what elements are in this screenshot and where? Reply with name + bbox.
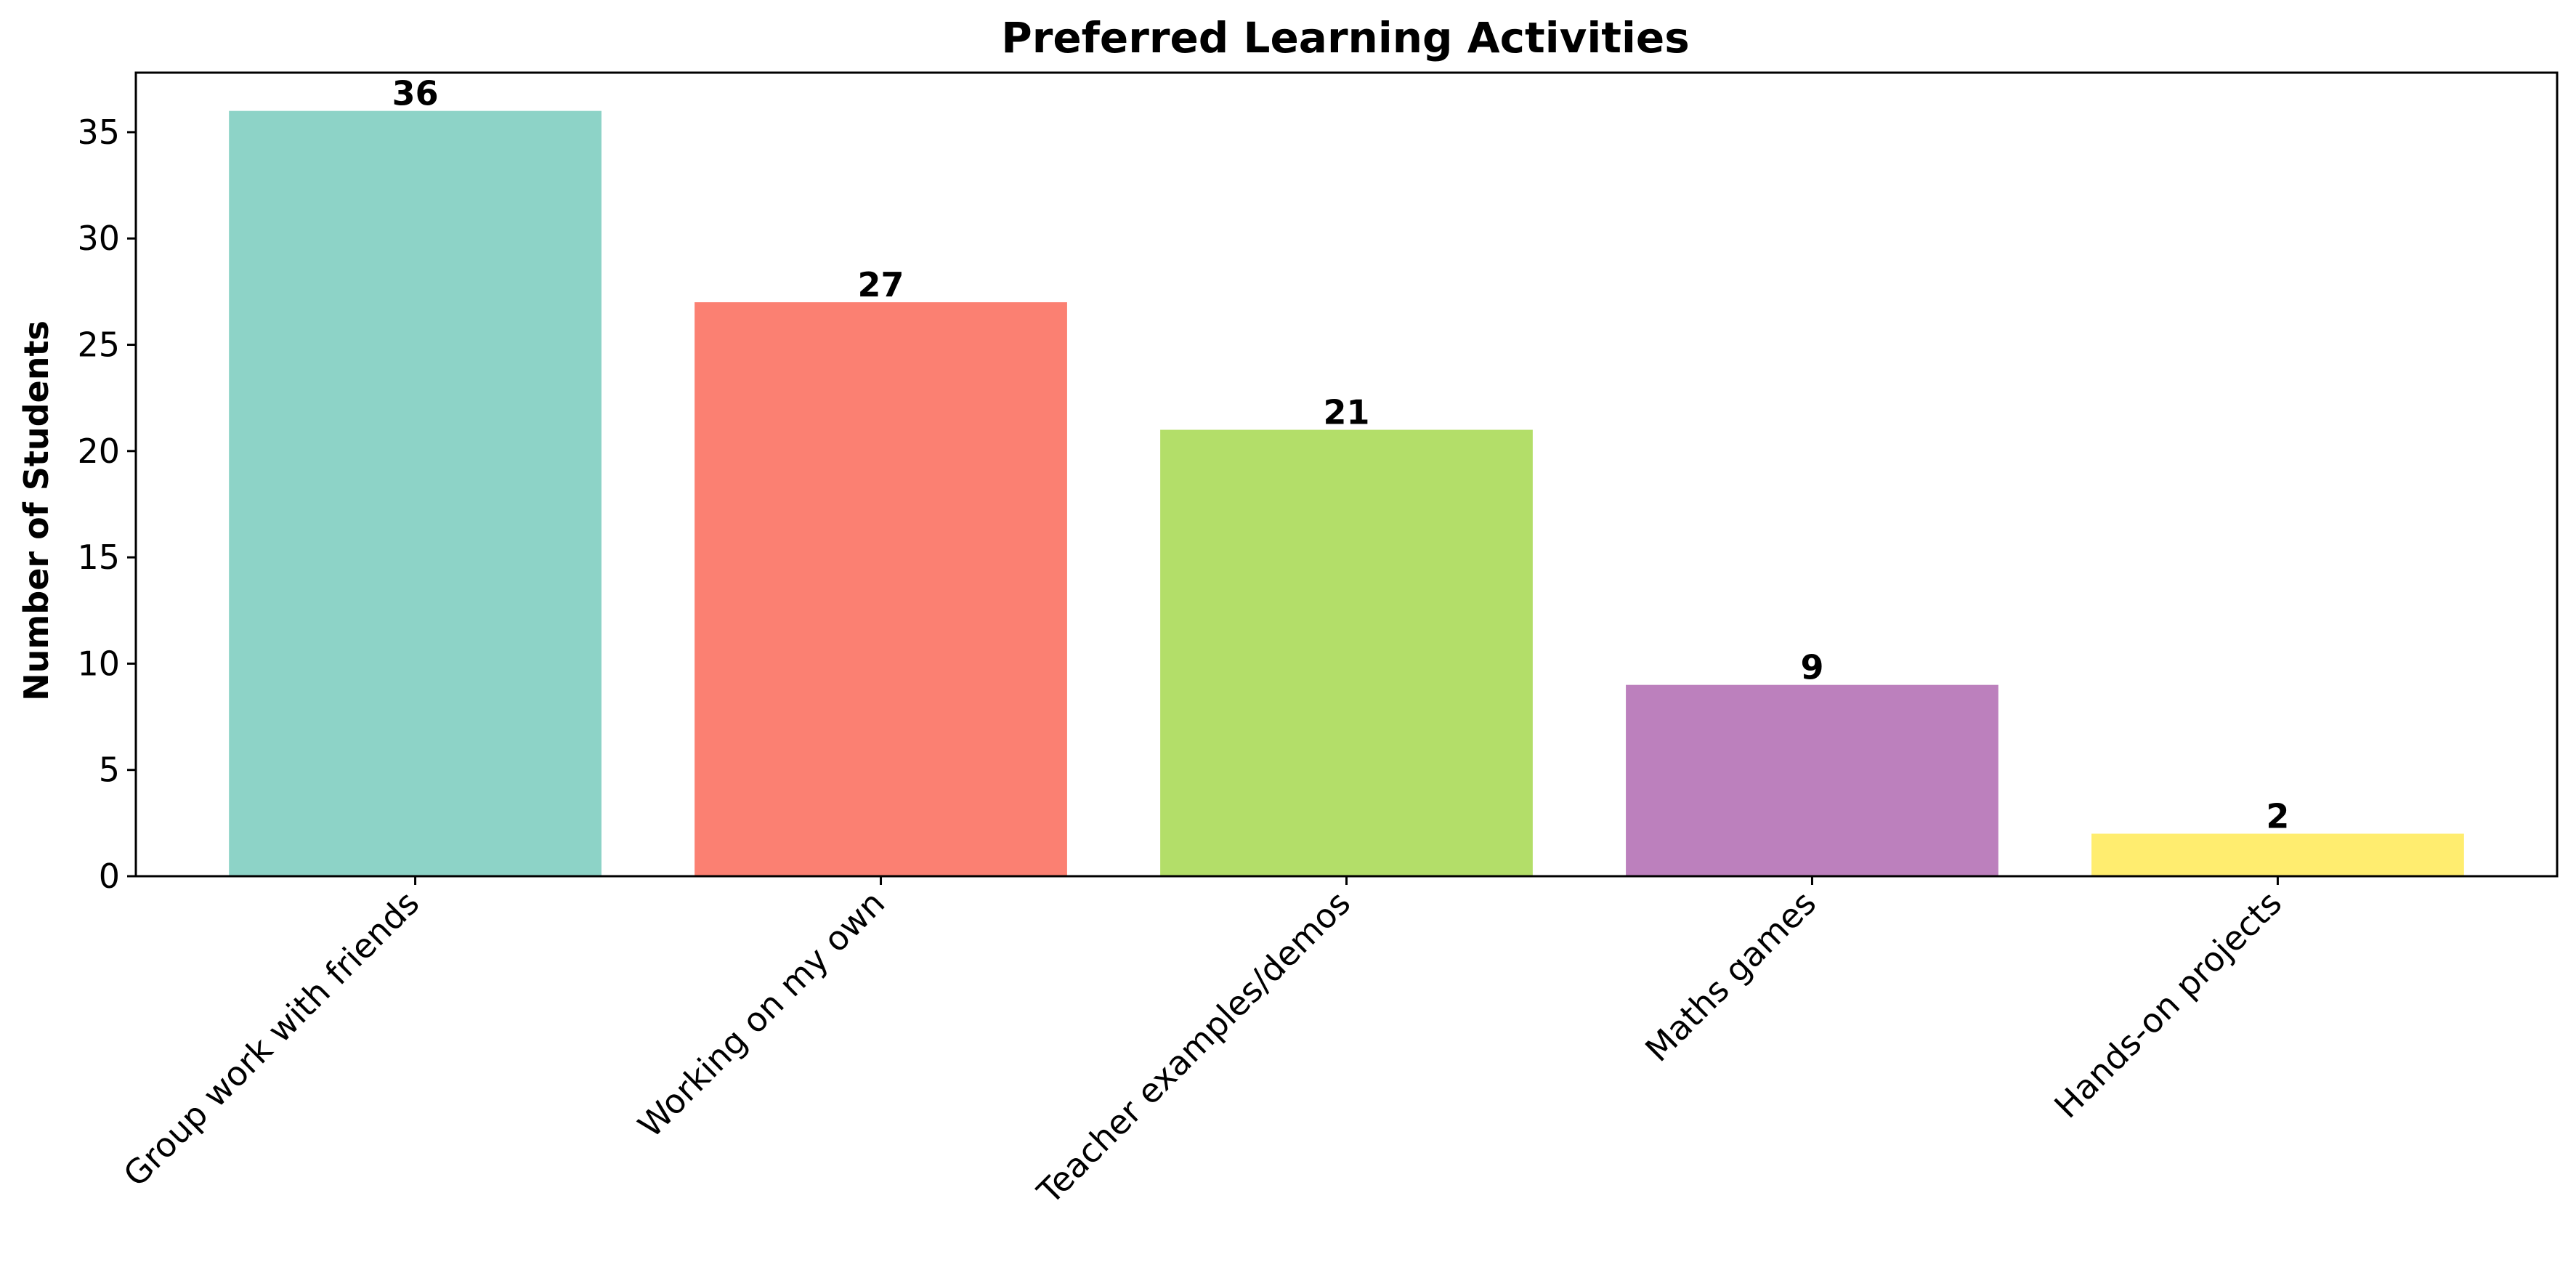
data-label-5: 2 — [2266, 796, 2289, 836]
y-tick-label: 35 — [77, 113, 120, 152]
x-tick-label: Teacher examples/demos — [1029, 883, 1358, 1213]
x-tick-label: Maths games — [1637, 883, 1823, 1069]
data-label-2: 27 — [858, 265, 904, 304]
bar-5 — [2091, 833, 2464, 876]
plot-frame — [134, 71, 2559, 878]
y-tick-label: 30 — [77, 219, 120, 258]
y-tick-label: 10 — [77, 644, 120, 683]
data-labels-layer: 36 27 21 9 2 — [392, 74, 2290, 836]
x-tick-label: Group work with friends — [116, 883, 426, 1194]
bar-1 — [229, 110, 602, 877]
y-tick-label: 5 — [99, 751, 120, 790]
bar-2 — [694, 302, 1067, 876]
bar-3 — [1160, 429, 1533, 876]
data-label-3: 21 — [1323, 393, 1369, 432]
x-tick-label: Hands-on projects — [2046, 883, 2289, 1126]
bar-4 — [1626, 684, 1998, 876]
y-axis-ticks: 0 5 10 15 20 25 30 35 — [77, 113, 136, 896]
y-axis-label: Number of Students — [17, 320, 56, 701]
x-axis-ticks: Group work with friends Working on my own… — [116, 876, 2289, 1212]
bars-layer — [229, 110, 2464, 877]
data-label-1: 36 — [392, 74, 439, 113]
y-tick-label: 0 — [99, 857, 120, 896]
chart-title: Preferred Learning Activities — [1001, 13, 1690, 62]
data-label-4: 9 — [1800, 648, 1823, 687]
y-tick-label: 15 — [77, 538, 120, 577]
y-tick-label: 20 — [77, 432, 120, 471]
x-tick-label: Working on my own — [631, 883, 892, 1145]
y-tick-label: 25 — [77, 325, 120, 365]
